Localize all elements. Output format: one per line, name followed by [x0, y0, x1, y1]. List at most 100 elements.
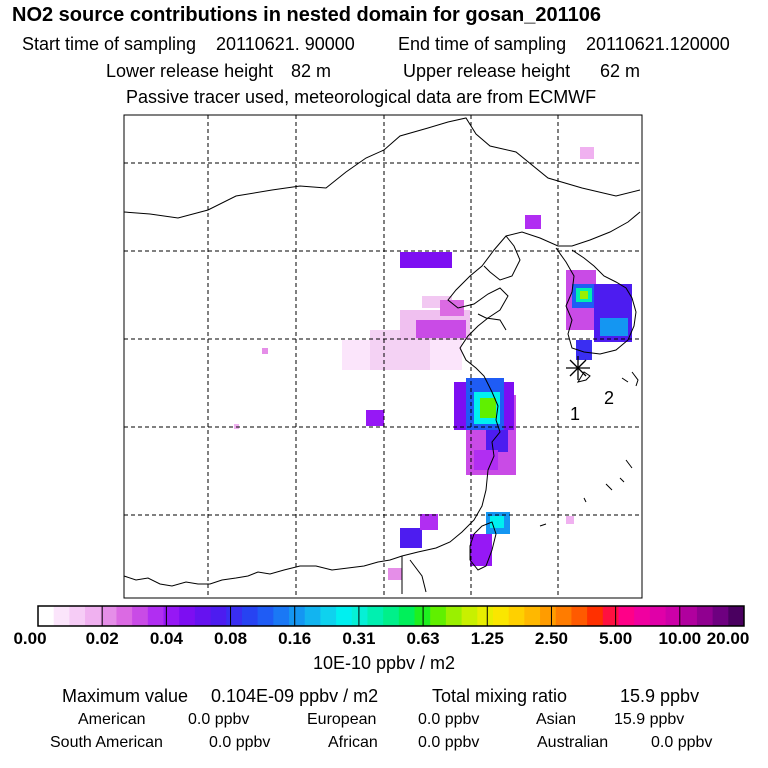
start-time-label: Start time of sampling — [22, 34, 197, 54]
colorbar-label: 0.02 — [85, 629, 119, 648]
plume-dot — [566, 516, 574, 524]
colorbar-label: 1.25 — [470, 629, 504, 648]
coastlines — [123, 117, 641, 594]
colorbar-label: 0.08 — [213, 629, 248, 648]
tracer-note: Passive tracer used, meteorological data… — [126, 87, 597, 107]
liaodong-coast — [483, 235, 521, 281]
colorbar-swatch — [163, 606, 180, 626]
china-coastline — [123, 211, 641, 587]
graticule — [124, 115, 642, 598]
colorbar-swatch — [587, 606, 604, 626]
colorbar-swatch — [100, 606, 117, 626]
plume-patch — [470, 534, 492, 566]
region-european-label: European — [307, 711, 377, 728]
colorbar-unit: 10E-10 ppbv / m2 — [312, 653, 456, 673]
plume-patch — [576, 340, 592, 360]
colorbar-swatch — [461, 606, 478, 626]
total-mixing-label: Total mixing ratio — [432, 686, 568, 706]
colorbar-swatch — [571, 606, 588, 626]
colorbar-swatch — [398, 606, 416, 626]
plume-patch — [580, 291, 588, 299]
jeju-island — [576, 371, 591, 383]
colorbar-swatch — [38, 606, 55, 626]
colorbar-swatch — [147, 606, 165, 626]
colorbar-swatch — [226, 606, 243, 626]
colorbar-swatch — [445, 606, 463, 626]
colorbar-swatch — [132, 606, 149, 626]
region-asian-label: Asian — [536, 711, 577, 728]
plume-patch — [400, 252, 452, 268]
colorbar-swatch — [508, 606, 525, 626]
lower-release-label: Lower release height — [106, 61, 274, 81]
region-american-label: American — [78, 711, 146, 728]
colorbar-swatch — [430, 606, 447, 626]
region-american-value: 0.0 ppbv — [188, 711, 250, 728]
plume-patch — [416, 320, 466, 338]
colorbar-swatch — [712, 606, 729, 626]
start-time-value: 20110621. 90000 — [216, 34, 355, 54]
upper-release-label: Upper release height — [403, 61, 571, 81]
plume-patch — [420, 514, 438, 530]
colorbar-swatch — [681, 606, 698, 626]
colorbar-frame — [37, 605, 745, 627]
colorbar-label: 0.31 — [342, 629, 376, 648]
colorbar-label: 10.00 — [658, 629, 702, 648]
colorbar-label: 2.50 — [534, 629, 568, 648]
colorbar-swatch — [540, 606, 557, 626]
colorbar-swatch — [210, 606, 227, 626]
plume-dot — [262, 348, 268, 354]
end-time-label: End time of sampling — [398, 34, 567, 54]
region-african-label: African — [328, 734, 378, 751]
region-south-american-label: South American — [50, 734, 163, 751]
plume-patch — [580, 147, 594, 159]
japan-islands — [539, 371, 639, 527]
colorbar-swatch — [53, 606, 70, 626]
colorbar-swatch — [257, 606, 274, 626]
taiwan-coastline — [469, 521, 497, 571]
colorbar-swatch — [367, 606, 384, 626]
colorbar-swatch — [634, 606, 651, 626]
receptor-label-1: 1 — [570, 404, 580, 424]
colorbar-swatch — [728, 606, 745, 626]
colorbar-label: 0.04 — [149, 629, 183, 648]
total-mixing-value: 15.9 ppbv — [620, 686, 700, 706]
region-australian-value: 0.0 ppbv — [651, 734, 713, 751]
map-panel: 1 2 — [123, 114, 643, 599]
colorbar-label: 20.00 — [706, 629, 750, 648]
colorbar-swatch — [273, 606, 290, 626]
plume-dot — [388, 568, 402, 580]
lower-release-value: 82 m — [291, 61, 332, 81]
colorbar-swatch — [383, 606, 400, 626]
colorbar-label: 0.63 — [406, 629, 440, 648]
region-african-value: 0.0 ppbv — [418, 734, 480, 751]
colorbar-swatch — [618, 606, 635, 626]
plume-patch — [366, 410, 384, 426]
plume-patch — [480, 398, 496, 418]
korea-coastline — [555, 247, 637, 355]
colorbar-swatch — [492, 606, 510, 626]
shandong-coast — [477, 313, 507, 331]
colorbar-swatch — [696, 606, 714, 626]
colorbar-swatch — [351, 606, 368, 626]
upper-release-value: 62 m — [600, 61, 641, 81]
colorbar-swatch — [69, 606, 86, 626]
colorbar-swatch — [524, 606, 541, 626]
colorbar-swatch — [241, 606, 259, 626]
colorbar-swatch — [336, 606, 353, 626]
max-value: 0.104E-09 ppbv / m2 — [211, 686, 379, 706]
colorbar-swatch — [194, 606, 212, 626]
colorbar-swatch — [116, 606, 133, 626]
colorbar-label: 5.00 — [599, 629, 633, 648]
region-south-american-value: 0.0 ppbv — [209, 734, 271, 751]
plume-patch — [474, 450, 498, 470]
colorbar-swatch — [665, 606, 682, 626]
plot-title: NO2 source contributions in nested domai… — [12, 4, 602, 26]
mongolia-border — [123, 117, 641, 219]
colorbar-swatch — [304, 606, 321, 626]
colorbar-swatch — [179, 606, 196, 626]
plume-patch — [525, 215, 541, 229]
plume-patch — [486, 430, 508, 452]
colorbar-swatch — [602, 606, 619, 626]
vietnam-border — [401, 556, 427, 594]
